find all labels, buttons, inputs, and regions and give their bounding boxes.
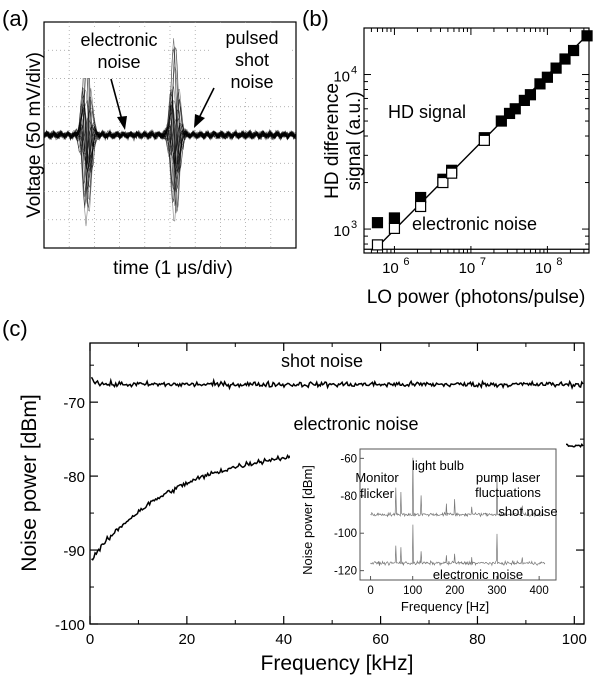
panel-b-xlabel: LO power (photons/pulse) [367,287,586,308]
panel-c-letter: (c) [2,316,28,341]
panel-b-point-open [478,134,490,146]
panel-a-ann-noise1: noise [97,52,140,72]
panel-b-ylabel-line2: signal (a.u.) [344,91,365,190]
panel-b-point-filled [509,103,521,115]
inset-ann-monitor: Monitor [355,470,399,485]
panel-b-marks [364,30,593,251]
inset-ann-flicker: flicker [360,486,395,501]
panel-b-point-filled [524,89,537,101]
panel-c-xtick-label: 60 [372,631,389,648]
panel-b-point-filled [518,94,530,107]
panel-c-xtick-label: 40 [275,631,292,648]
panel-a-arrows [110,78,215,130]
inset-frame [359,448,557,581]
panel-c-xtick-label: 100 [562,631,587,648]
panel-a-ann-shot: shot [235,50,269,70]
inset-ylabel: Noise power [dBm] [300,465,315,575]
inset-ann-fluctuations: fluctuations [475,485,541,500]
inset-shot-noise-trace [370,457,546,518]
panel-c-xtick-label: 0 [86,631,94,648]
panel-b-point-filled [559,53,571,65]
panel-b-letter: (b) [302,6,329,31]
panel-b-point-open [437,176,449,189]
inset-xlabel: Frequency [Hz] [401,599,489,614]
panel-c-ytick-label: -90 [63,543,85,560]
panel-a-ann-bg [72,28,164,78]
panel-b-xtick-exp: 6 [403,256,409,268]
panel-a-trace [43,86,297,159]
panel-c-frame [89,342,585,625]
panel-b-ytick-exp: 4 [351,65,357,77]
inset-xtick-label: 400 [530,585,549,597]
inset-ytick-label: -120 [334,566,357,578]
panel-a-ann-pulsed: pulsed [225,28,278,48]
inset-ticks: 0 100 200 300 400 -120 -100 -80 -60 [334,453,549,597]
inset-xtick-label: 200 [445,585,464,597]
panel-b-point-open [388,222,401,234]
panel-c-inset: 0 100 200 300 400 -120 -100 -80 -60 [290,440,566,616]
panel-b-point-filled [388,212,401,224]
panel-c-label-electronic-noise: electronic noise [293,414,418,434]
panel-c-label-shot-noise: shot noise [281,351,363,371]
panel-b-xtick-exp: 8 [556,256,562,268]
panel-c-xlabel: Frequency [kHz] [261,652,414,675]
panel-b-ytick-exp: 3 [351,219,357,231]
panel-b-point-open [446,167,458,179]
panel-b-point-open [415,200,427,213]
panel-c-shot-noise-line [90,376,584,391]
inset-label-shot-noise: shot noise [498,504,557,519]
panel-a-ann-bg2 [212,26,290,96]
panel-b-point-filled [371,217,384,229]
inset-label-electronic-noise: electronic noise [433,567,523,582]
panel-a-trace [43,123,297,163]
inset-ytick-label: -80 [340,491,357,503]
panel-a-ann-electronic: electronic [80,30,157,50]
panel-b-point-filled [581,30,593,42]
panel-a-ann-noise2: noise [230,72,273,92]
panel-b-point-open [371,239,384,251]
panel-b-point-filled [534,78,546,90]
panel-b-ytick-label: 10 [333,223,350,240]
panel-b-ann-hd-signal: HD signal [388,102,466,122]
inset-ann-pump-laser: pump laser [476,470,541,485]
panel-a-trace [43,99,297,174]
panel-b-ytick-label: 10 [333,69,350,86]
panel-b-ann-electronic-noise: electronic noise [412,214,537,234]
inset-xtick-label: 0 [367,585,373,597]
panel-c-ytick-label: -80 [63,469,85,486]
panel-b-frame [363,27,590,254]
panel-a-xlabel: time (1 μs/div) [113,258,233,279]
panel-c-ticks: 0 20 40 60 80 100 -100 -90 -80 -70 [55,343,587,648]
panel-c-xtick-label: 80 [469,631,486,648]
inset-xtick-label: 300 [487,585,506,597]
panel-c-ylabel: Noise power [dBm] [18,394,41,571]
panel-b-xtick-label: 10 [459,260,476,277]
panel-b-xtick-exp: 7 [480,256,486,268]
panel-b-xtick-label: 10 [382,260,399,277]
inset-bg [290,440,566,616]
panel-b-point-filled [550,62,562,74]
panel-b-point-filled [495,115,507,127]
inset-ytick-label: -60 [340,453,357,465]
inset-ann-light-bulb: light bulb [412,458,464,473]
panel-a-letter: (a) [2,6,29,31]
panel-b-plot: 10 6 10 7 10 810 310 4 [333,27,593,277]
panel-b-xtick-label: 10 [535,260,552,277]
panel-c-xtick-label: 20 [179,631,196,648]
panel-b-point-filled [541,71,553,83]
panel-a-ylabel: Voltage (50 mV/div) [24,52,45,218]
inset-electronic-noise-trace [370,524,546,567]
panel-a-trace [43,125,297,173]
inset-xtick-label: 100 [403,585,422,597]
panel-c-ytick-label: -70 [63,395,85,412]
inset-ytick-label: -100 [334,528,357,540]
panel-b-ylabel-line1: HD difference [322,83,343,199]
panel-b-ticks: 10 6 10 7 10 810 310 4 [333,27,589,277]
panel-b-point-filled [567,44,580,57]
inset-traces [370,457,546,567]
panel-c-ytick-label: -100 [55,617,85,634]
